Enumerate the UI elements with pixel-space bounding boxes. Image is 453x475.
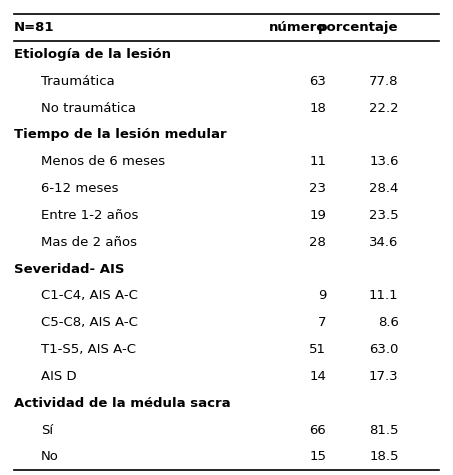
Text: No traumática: No traumática [41, 102, 136, 114]
Text: 63: 63 [309, 75, 326, 88]
Text: 19: 19 [309, 209, 326, 222]
Text: 9: 9 [318, 289, 326, 303]
Text: Entre 1-2 años: Entre 1-2 años [41, 209, 138, 222]
Text: No: No [41, 450, 58, 463]
Text: 63.0: 63.0 [369, 343, 399, 356]
Text: 18: 18 [309, 102, 326, 114]
Text: 13.6: 13.6 [369, 155, 399, 168]
Text: Etiología de la lesión: Etiología de la lesión [14, 48, 171, 61]
Text: 17.3: 17.3 [369, 370, 399, 383]
Text: 11: 11 [309, 155, 326, 168]
Text: 23.5: 23.5 [369, 209, 399, 222]
Text: Traumática: Traumática [41, 75, 115, 88]
Text: Mas de 2 años: Mas de 2 años [41, 236, 137, 249]
Text: Sí: Sí [41, 424, 53, 437]
Text: 23: 23 [309, 182, 326, 195]
Text: 34.6: 34.6 [369, 236, 399, 249]
Text: C5-C8, AIS A-C: C5-C8, AIS A-C [41, 316, 138, 329]
Text: 14: 14 [309, 370, 326, 383]
Text: T1-S5, AIS A-C: T1-S5, AIS A-C [41, 343, 136, 356]
Text: Menos de 6 meses: Menos de 6 meses [41, 155, 165, 168]
Text: porcentaje: porcentaje [318, 21, 399, 34]
Text: 28.4: 28.4 [369, 182, 399, 195]
Text: número: número [269, 21, 326, 34]
Text: 28: 28 [309, 236, 326, 249]
Text: 81.5: 81.5 [369, 424, 399, 437]
Text: Actividad de la médula sacra: Actividad de la médula sacra [14, 397, 230, 410]
Text: Severidad- AIS: Severidad- AIS [14, 263, 124, 275]
Text: N=81: N=81 [14, 21, 54, 34]
Text: 18.5: 18.5 [369, 450, 399, 463]
Text: C1-C4, AIS A-C: C1-C4, AIS A-C [41, 289, 138, 303]
Text: AIS D: AIS D [41, 370, 77, 383]
Text: 51: 51 [309, 343, 326, 356]
Text: 77.8: 77.8 [369, 75, 399, 88]
Text: 8.6: 8.6 [378, 316, 399, 329]
Text: Tiempo de la lesión medular: Tiempo de la lesión medular [14, 128, 226, 142]
Text: 7: 7 [318, 316, 326, 329]
Text: 66: 66 [309, 424, 326, 437]
Text: 22.2: 22.2 [369, 102, 399, 114]
Text: 11.1: 11.1 [369, 289, 399, 303]
Text: 15: 15 [309, 450, 326, 463]
Text: 6-12 meses: 6-12 meses [41, 182, 118, 195]
